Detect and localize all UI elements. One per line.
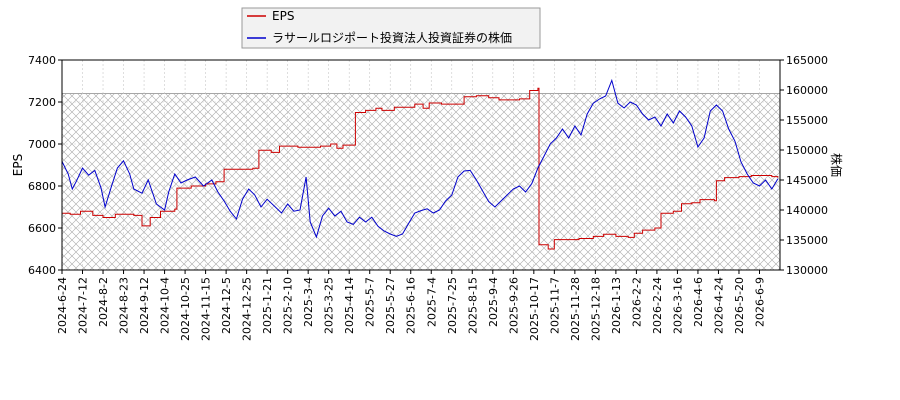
x-tick-label-13: 2025-3-25 <box>323 277 336 334</box>
y-right-tick-label-2: 140000 <box>786 204 828 217</box>
y-left-tick-label-5: 7400 <box>28 54 56 67</box>
x-tick-label-9: 2024-12-25 <box>241 277 254 341</box>
x-tick-label-4: 2024-9-12 <box>138 277 151 334</box>
x-tick-label-15: 2025-5-7 <box>364 277 377 327</box>
grid <box>61 59 780 271</box>
x-tick-label-1: 2024-7-12 <box>77 277 90 334</box>
y-left-tick-label-0: 6400 <box>28 264 56 277</box>
x-tick-label-7: 2024-11-15 <box>200 277 213 341</box>
x-tick-label-12: 2025-3-4 <box>302 277 315 327</box>
y-right-tick-label-0: 130000 <box>786 264 828 277</box>
y-right-ticks: 130000 135000 140000 145000 150000 155000 1600… <box>780 54 828 277</box>
x-tick-label-18: 2025-7-4 <box>425 277 438 327</box>
x-tick-label-24: 2025-11-7 <box>548 277 561 334</box>
x-tick-label-28: 2026-2-2 <box>630 277 643 327</box>
x-tick-label-10: 2025-1-21 <box>261 277 274 334</box>
y-left-tick-label-2: 6800 <box>28 180 56 193</box>
x-tick-label-32: 2026-4-24 <box>712 277 725 334</box>
series-line-price <box>61 78 779 239</box>
x-tick-label-25: 2025-11-28 <box>569 277 582 341</box>
x-tick-label-3: 2024-8-23 <box>118 277 131 334</box>
hatch-fill <box>62 93 780 270</box>
x-tick-label-34: 2026-6-9 <box>753 277 766 327</box>
x-tick-label-14: 2025-4-14 <box>343 277 356 334</box>
legend-label-eps: EPS <box>272 9 294 23</box>
x-tick-label-0: 2024-6-24 <box>56 277 69 334</box>
x-tick-label-30: 2026-3-16 <box>671 277 684 334</box>
y-right-tick-label-3: 145000 <box>786 174 828 187</box>
x-tick-label-22: 2025-9-26 <box>507 277 520 334</box>
legend: EPS ラサールロジポート投資法人投資証券の株価 <box>241 7 541 49</box>
y-right-tick-label-1: 135000 <box>786 234 828 247</box>
y-left-ticks: 6400 6600 6800 7000 7200 7400 <box>28 54 62 277</box>
x-tick-label-23: 2025-10-17 <box>528 277 541 341</box>
x-tick-label-11: 2025-2-10 <box>282 277 295 334</box>
legend-box <box>241 7 541 49</box>
x-tick-label-5: 2024-10-4 <box>159 277 172 334</box>
x-tick-label-19: 2025-7-25 <box>446 277 459 334</box>
x-tick-label-31: 2026-4-6 <box>692 277 705 327</box>
x-tick-label-8: 2024-12-5 <box>220 277 233 334</box>
y-right-tick-label-6: 160000 <box>786 84 828 97</box>
y-left-tick-label-3: 7000 <box>28 138 56 151</box>
x-tick-label-26: 2025-12-18 <box>589 277 602 341</box>
x-tick-label-6: 2024-10-25 <box>179 277 192 341</box>
plot-frame <box>61 59 781 271</box>
x-tick-label-16: 2025-5-27 <box>384 277 397 334</box>
x-tick-label-33: 2026-5-20 <box>733 277 746 334</box>
series-lines <box>61 78 779 250</box>
y-right-tick-label-5: 155000 <box>786 114 828 127</box>
hatched-band <box>62 93 780 270</box>
y-right-axis-label: 株価 <box>829 153 844 177</box>
x-tick-label-21: 2025-9-4 <box>487 277 500 327</box>
y-right-tick-label-4: 150000 <box>786 144 828 157</box>
y-left-axis-label: EPS <box>11 154 25 176</box>
x-tick-label-20: 2025-8-15 <box>466 277 479 334</box>
x-tick-label-17: 2025-6-16 <box>405 277 418 334</box>
x-tick-label-2: 2024-8-2 <box>97 277 110 327</box>
x-tick-label-29: 2026-2-24 <box>651 277 664 334</box>
legend-label-price: ラサールロジポート投資法人投資証券の株価 <box>272 30 512 45</box>
y-left-tick-label-4: 7200 <box>28 96 56 109</box>
x-tick-label-27: 2026-1-13 <box>610 277 623 334</box>
x-ticks: 2024-6-24 2024-7-12 2024-8-2 2024-8-23 2024-… <box>56 270 766 341</box>
y-left-tick-label-1: 6600 <box>28 222 56 235</box>
y-right-tick-label-7: 165000 <box>786 54 828 67</box>
series-line-eps <box>62 87 779 250</box>
